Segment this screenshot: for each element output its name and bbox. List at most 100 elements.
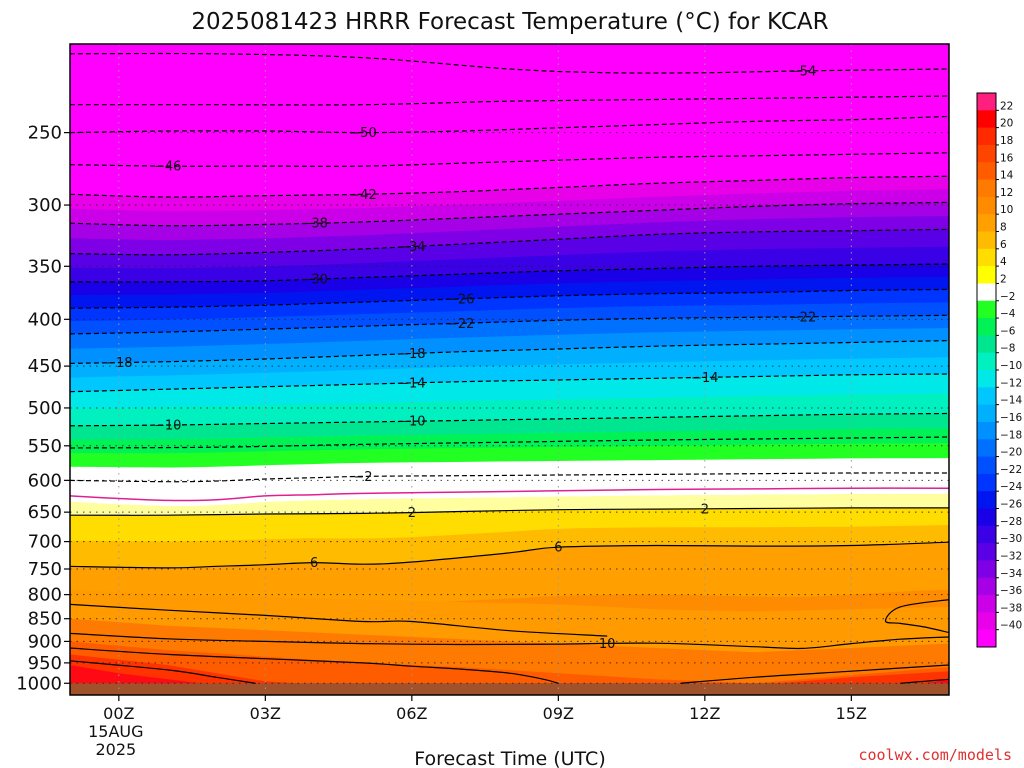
contour-line xyxy=(70,660,256,684)
colorbar-label: −18 xyxy=(1000,429,1022,441)
contour-line xyxy=(70,340,949,364)
contour-label: −14 xyxy=(398,376,425,391)
colorbar: 22 20 18 16 14 12 10 8 6 4 2 −2 −4 −6 −8 −10 −12 −14 −16 −1… xyxy=(976,92,1022,648)
contour-label: −42 xyxy=(349,188,376,203)
contour-line xyxy=(70,52,949,74)
colorbar-label: −4 xyxy=(1000,308,1016,320)
colorbar-swatch xyxy=(977,560,996,579)
y-tick-label: 350 xyxy=(28,256,62,277)
credit-text: coolwx.com/models xyxy=(858,746,1012,764)
contour-line xyxy=(70,373,949,393)
colorbar-swatch xyxy=(977,283,996,302)
plot-area: −54−50−46−42−38−34−30−26−22 −22−18−18−14−… xyxy=(70,44,949,695)
y-tick-label: 900 xyxy=(28,631,62,652)
contour-label: −22 xyxy=(789,310,816,325)
contour-label: 6 xyxy=(554,541,562,556)
x-axis-label: Forecast Time (UTC) xyxy=(414,748,605,768)
colorbar-label: −2 xyxy=(1000,291,1015,303)
x-tick-date: 15AUG xyxy=(88,722,143,741)
colorbar-swatch xyxy=(977,144,996,163)
contour-label: 10 xyxy=(599,637,616,652)
colorbar-label: −14 xyxy=(1000,395,1022,407)
colorbar-swatch xyxy=(977,110,996,129)
contour-label: 2 xyxy=(701,502,709,517)
colorbar-swatch xyxy=(977,352,996,371)
warm-band-2 xyxy=(70,641,949,695)
colorbar-swatch xyxy=(977,162,996,181)
colorbar-swatch xyxy=(977,335,996,354)
colorbar-swatch xyxy=(977,508,996,527)
colorbar-swatch xyxy=(977,439,996,458)
contour-line xyxy=(70,201,949,227)
colorbar-label: −36 xyxy=(1000,585,1022,597)
contour-line xyxy=(70,314,949,335)
x-tick-label: 06Z xyxy=(396,704,427,723)
contour-line xyxy=(70,603,608,637)
colorbar-swatch xyxy=(977,196,996,215)
contour-label: 6 xyxy=(310,556,318,571)
colorbar-swatch xyxy=(977,577,996,596)
colorbar-label: −34 xyxy=(1000,568,1022,580)
y-tick-label: 700 xyxy=(28,532,62,553)
colorbar-swatch xyxy=(977,127,996,146)
contour-line xyxy=(70,507,949,516)
contour-label: −18 xyxy=(105,356,132,371)
y-tick-label: 500 xyxy=(28,398,62,419)
colorbar-swatch xyxy=(977,300,996,319)
x-tick-label: 00Z xyxy=(103,704,134,723)
y-tick-label: 450 xyxy=(28,356,62,377)
temperature-bands xyxy=(70,44,949,695)
y-tick-label: 550 xyxy=(28,436,62,457)
contour-layer: −54−50−46−42−38−34−30−26−22 −22−18−18−14−… xyxy=(70,52,949,684)
contour-line xyxy=(70,541,949,569)
colorbar-label: 18 xyxy=(1000,135,1013,147)
contour-label: −46 xyxy=(154,160,181,175)
colorbar-label: −20 xyxy=(1000,447,1022,459)
y-tick-label: 1000 xyxy=(16,673,62,694)
y-tick-label: 850 xyxy=(28,609,62,630)
colorbar-label: −30 xyxy=(1000,533,1022,545)
colorbar-swatch xyxy=(977,595,996,613)
y-axis: 2503003504004505005506006507007508008509… xyxy=(16,123,70,694)
colorbar-swatch xyxy=(977,612,996,631)
colorbar-swatch xyxy=(977,404,996,423)
plot-frame xyxy=(69,43,950,696)
contour-label: −34 xyxy=(398,240,425,255)
colorbar-label: −6 xyxy=(1000,325,1016,337)
colorbar-swatch xyxy=(977,179,996,198)
y-tick-label: 400 xyxy=(28,309,62,330)
band-above-zero xyxy=(70,494,949,516)
y-tick-label: 750 xyxy=(28,559,62,580)
colorbar-label: −12 xyxy=(1000,377,1022,389)
colorbar-label: 8 xyxy=(1000,222,1007,234)
contour-line xyxy=(70,175,949,198)
contour-line xyxy=(70,288,949,309)
y-tick-label: 300 xyxy=(28,195,62,216)
contour-label: −14 xyxy=(691,371,718,386)
x-tick-label: 12Z xyxy=(689,704,720,723)
contour-label: −38 xyxy=(300,217,327,232)
colorbar-label: 22 xyxy=(1000,100,1013,112)
x-tick-label: 15Z xyxy=(836,704,867,723)
contour-line xyxy=(70,115,949,134)
contour-label: −10 xyxy=(398,415,425,430)
colorbar-label: −24 xyxy=(1000,481,1022,493)
contour-label: −30 xyxy=(300,273,327,288)
x-tick-year: 2025 xyxy=(95,740,136,759)
freezing-line xyxy=(70,487,949,502)
colorbar-swatch xyxy=(977,387,996,406)
colorbar-swatch xyxy=(977,266,996,284)
colorbar-label: 4 xyxy=(1000,256,1007,268)
colorbar-swatch xyxy=(977,629,996,648)
contour-line xyxy=(70,263,949,283)
x-tick-label: 09Z xyxy=(543,704,574,723)
colorbar-swatch xyxy=(977,491,996,509)
contour-label: −26 xyxy=(447,292,474,307)
colorbar-label: −26 xyxy=(1000,499,1022,511)
colorbar-label: −16 xyxy=(1000,412,1022,424)
contour-line xyxy=(70,436,949,449)
colorbar-label: 14 xyxy=(1000,170,1014,182)
colorbar-swatch xyxy=(977,248,996,267)
